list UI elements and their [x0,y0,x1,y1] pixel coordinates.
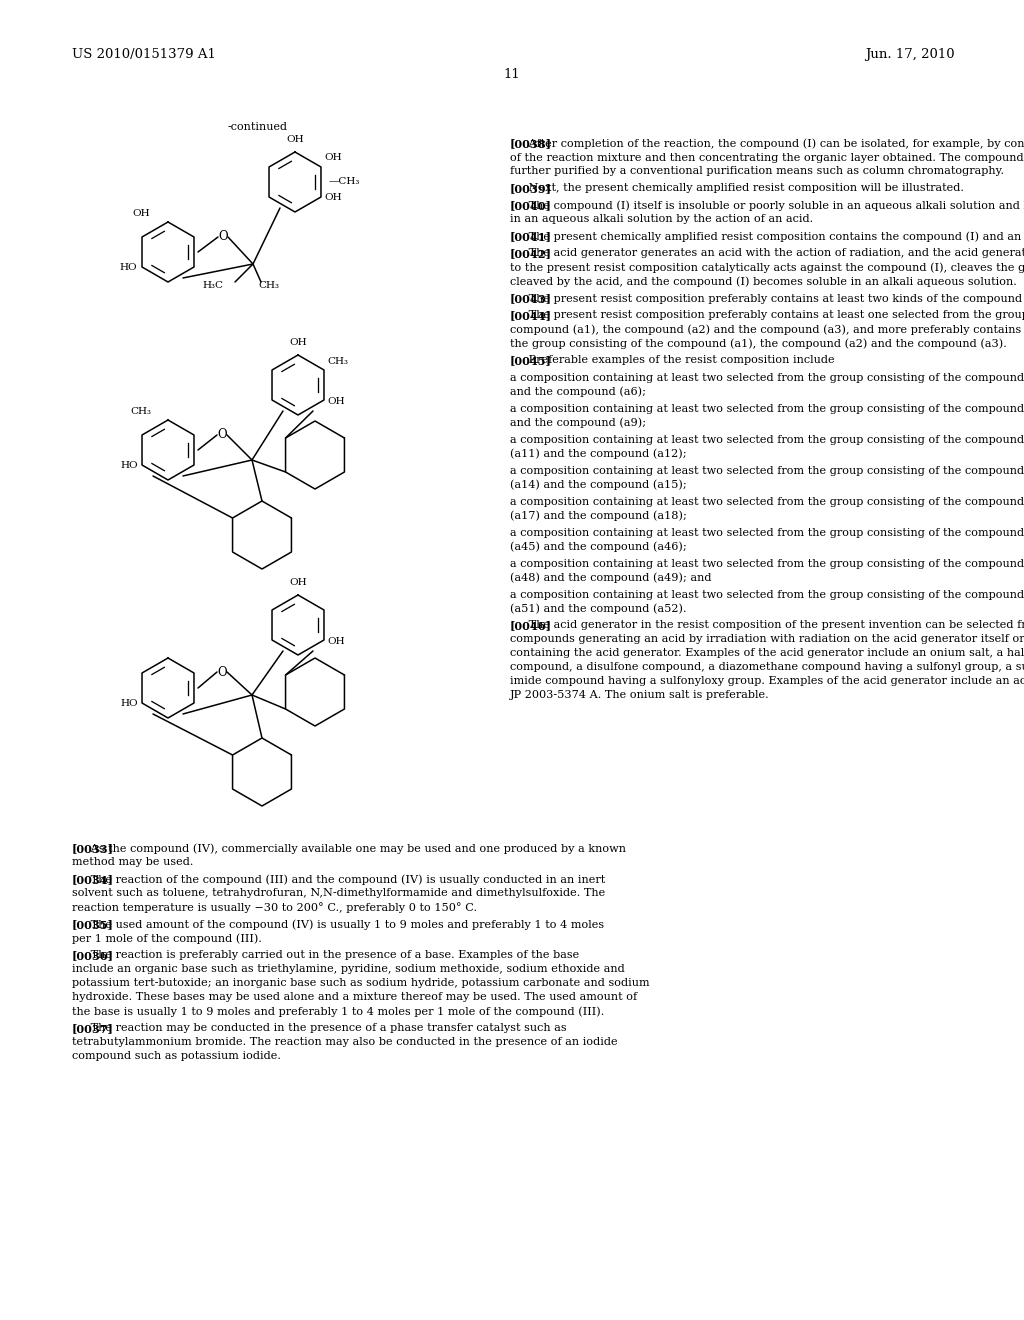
Text: [0046]: [0046] [510,620,552,631]
Text: [0045]: [0045] [510,355,552,366]
Text: a composition containing at least two selected from the group consisting of the : a composition containing at least two se… [510,558,1024,569]
Text: include an organic base such as triethylamine, pyridine, sodium methoxide, sodiu: include an organic base such as triethyl… [72,964,625,974]
Text: hydroxide. These bases may be used alone and a mixture thereof may be used. The : hydroxide. These bases may be used alone… [72,993,637,1002]
Text: 11: 11 [504,69,520,81]
Text: compound, a disulfone compound, a diazomethane compound having a sulfonyl group,: compound, a disulfone compound, a diazom… [510,663,1024,672]
Text: a composition containing at least two selected from the group consisting of the : a composition containing at least two se… [510,403,1024,413]
Text: OH: OH [324,193,342,202]
Text: OH: OH [327,638,345,647]
Text: H₃C: H₃C [202,281,223,290]
Text: [0039]: [0039] [510,183,552,194]
Text: (a14) and the compound (a15);: (a14) and the compound (a15); [510,479,687,490]
Text: imide compound having a sulfonyloxy group. Examples of the acid generator includ: imide compound having a sulfonyloxy grou… [510,676,1024,686]
Text: a composition containing at least two selected from the group consisting of the : a composition containing at least two se… [510,496,1024,507]
Text: The reaction of the compound (III) and the compound (IV) is usually conducted in: The reaction of the compound (III) and t… [87,874,605,884]
Text: [0034]: [0034] [72,874,114,884]
Text: [0033]: [0033] [72,843,114,854]
Text: a composition containing at least two selected from the group consisting of the : a composition containing at least two se… [510,527,1024,537]
Text: OH: OH [327,397,345,407]
Text: and the compound (a6);: and the compound (a6); [510,385,646,396]
Text: The present resist composition preferably contains at least one selected from th: The present resist composition preferabl… [525,310,1024,319]
Text: and the compound (a9);: and the compound (a9); [510,417,646,428]
Text: [0042]: [0042] [510,248,552,259]
Text: the base is usually 1 to 9 moles and preferably 1 to 4 moles per 1 mole of the c: the base is usually 1 to 9 moles and pre… [72,1006,604,1016]
Text: OH: OH [289,578,307,587]
Text: (a45) and the compound (a46);: (a45) and the compound (a46); [510,541,687,552]
Text: solvent such as toluene, tetrahydrofuran, N,N-dimethylformamide and dimethylsulf: solvent such as toluene, tetrahydrofuran… [72,888,605,898]
Text: [0037]: [0037] [72,1023,114,1034]
Text: the group consisting of the compound (a1), the compound (a2) and the compound (a: the group consisting of the compound (a1… [510,338,1007,348]
Text: CH₃: CH₃ [130,407,151,416]
Text: O: O [218,231,227,243]
Text: of the reaction mixture and then concentrating the organic layer obtained. The c: of the reaction mixture and then concent… [510,152,1024,162]
Text: CH₃: CH₃ [327,358,348,367]
Text: a composition containing at least two selected from the group consisting of the : a composition containing at least two se… [510,465,1024,475]
Text: cleaved by the acid, and the compound (I) becomes soluble in an alkali aqueous s: cleaved by the acid, and the compound (I… [510,276,1017,286]
Text: compounds generating an acid by irradiation with radiation on the acid generator: compounds generating an acid by irradiat… [510,634,1024,644]
Text: HO: HO [120,263,137,272]
Text: in an aqueous alkali solution by the action of an acid.: in an aqueous alkali solution by the act… [510,214,813,224]
Text: to the present resist composition catalytically acts against the compound (I), c: to the present resist composition cataly… [510,261,1024,272]
Text: Jun. 17, 2010: Jun. 17, 2010 [865,48,955,61]
Text: —CH₃: —CH₃ [329,177,360,186]
Text: US 2010/0151379 A1: US 2010/0151379 A1 [72,48,216,61]
Text: The reaction may be conducted in the presence of a phase transfer catalyst such : The reaction may be conducted in the pre… [87,1023,566,1034]
Text: (a51) and the compound (a52).: (a51) and the compound (a52). [510,603,686,614]
Text: Preferable examples of the resist composition include: Preferable examples of the resist compos… [525,355,835,366]
Text: O: O [217,429,226,441]
Text: [0040]: [0040] [510,201,552,211]
Text: HO: HO [121,461,138,470]
Text: a composition containing at least two selected from the group consisting of the : a composition containing at least two se… [510,434,1024,445]
Text: containing the acid generator. Examples of the acid generator include an onium s: containing the acid generator. Examples … [510,648,1024,657]
Text: [0041]: [0041] [510,231,552,242]
Text: [0035]: [0035] [72,919,114,931]
Text: (a11) and the compound (a12);: (a11) and the compound (a12); [510,447,687,458]
Text: The present chemically amplified resist composition contains the compound (I) an: The present chemically amplified resist … [525,231,1024,242]
Text: Next, the present chemically amplified resist composition will be illustrated.: Next, the present chemically amplified r… [525,183,964,193]
Text: After completion of the reaction, the compound (I) can be isolated, for example,: After completion of the reaction, the co… [525,139,1024,149]
Text: HO: HO [121,698,138,708]
Text: potassium tert-butoxide; an inorganic base such as sodium hydride, potassium car: potassium tert-butoxide; an inorganic ba… [72,978,649,987]
Text: (a48) and the compound (a49); and: (a48) and the compound (a49); and [510,572,712,582]
Text: reaction temperature is usually −30 to 200° C., preferably 0 to 150° C.: reaction temperature is usually −30 to 2… [72,902,477,913]
Text: The acid generator generates an acid with the action of radiation, and the acid : The acid generator generates an acid wit… [525,248,1024,257]
Text: The acid generator in the resist composition of the present invention can be sel: The acid generator in the resist composi… [525,620,1024,630]
Text: OH: OH [324,153,342,161]
Text: a composition containing at least two selected from the group consisting of the : a composition containing at least two se… [510,372,1024,383]
Text: [0036]: [0036] [72,950,114,961]
Text: CH₃: CH₃ [258,281,279,290]
Text: [0038]: [0038] [510,139,552,149]
Text: The used amount of the compound (IV) is usually 1 to 9 moles and preferably 1 to: The used amount of the compound (IV) is … [87,919,604,929]
Text: JP 2003-5374 A. The onium salt is preferable.: JP 2003-5374 A. The onium salt is prefer… [510,690,770,700]
Text: The compound (I) itself is insoluble or poorly soluble in an aqueous alkali solu: The compound (I) itself is insoluble or … [525,201,1024,211]
Text: -continued: -continued [228,121,288,132]
Text: O: O [217,665,226,678]
Text: per 1 mole of the compound (III).: per 1 mole of the compound (III). [72,933,262,944]
Text: compound (a1), the compound (a2) and the compound (a3), and more preferably cont: compound (a1), the compound (a2) and the… [510,323,1024,334]
Text: method may be used.: method may be used. [72,857,194,867]
Text: tetrabutylammonium bromide. The reaction may also be conducted in the presence o: tetrabutylammonium bromide. The reaction… [72,1038,617,1047]
Text: further purified by a conventional purification means such as column chromatogra: further purified by a conventional purif… [510,166,1004,176]
Text: OH: OH [289,338,307,347]
Text: compound such as potassium iodide.: compound such as potassium iodide. [72,1051,281,1061]
Text: a composition containing at least two selected from the group consisting of the : a composition containing at least two se… [510,589,1024,599]
Text: (a17) and the compound (a18);: (a17) and the compound (a18); [510,510,687,520]
Text: OH: OH [286,135,304,144]
Text: The present resist composition preferably contains at least two kinds of the com: The present resist composition preferabl… [525,293,1024,304]
Text: [0043]: [0043] [510,293,552,304]
Text: [0044]: [0044] [510,310,552,321]
Text: OH: OH [132,209,150,218]
Text: As the compound (IV), commercially available one may be used and one produced by: As the compound (IV), commercially avail… [87,843,626,854]
Text: The reaction is preferably carried out in the presence of a base. Examples of th: The reaction is preferably carried out i… [87,950,580,960]
